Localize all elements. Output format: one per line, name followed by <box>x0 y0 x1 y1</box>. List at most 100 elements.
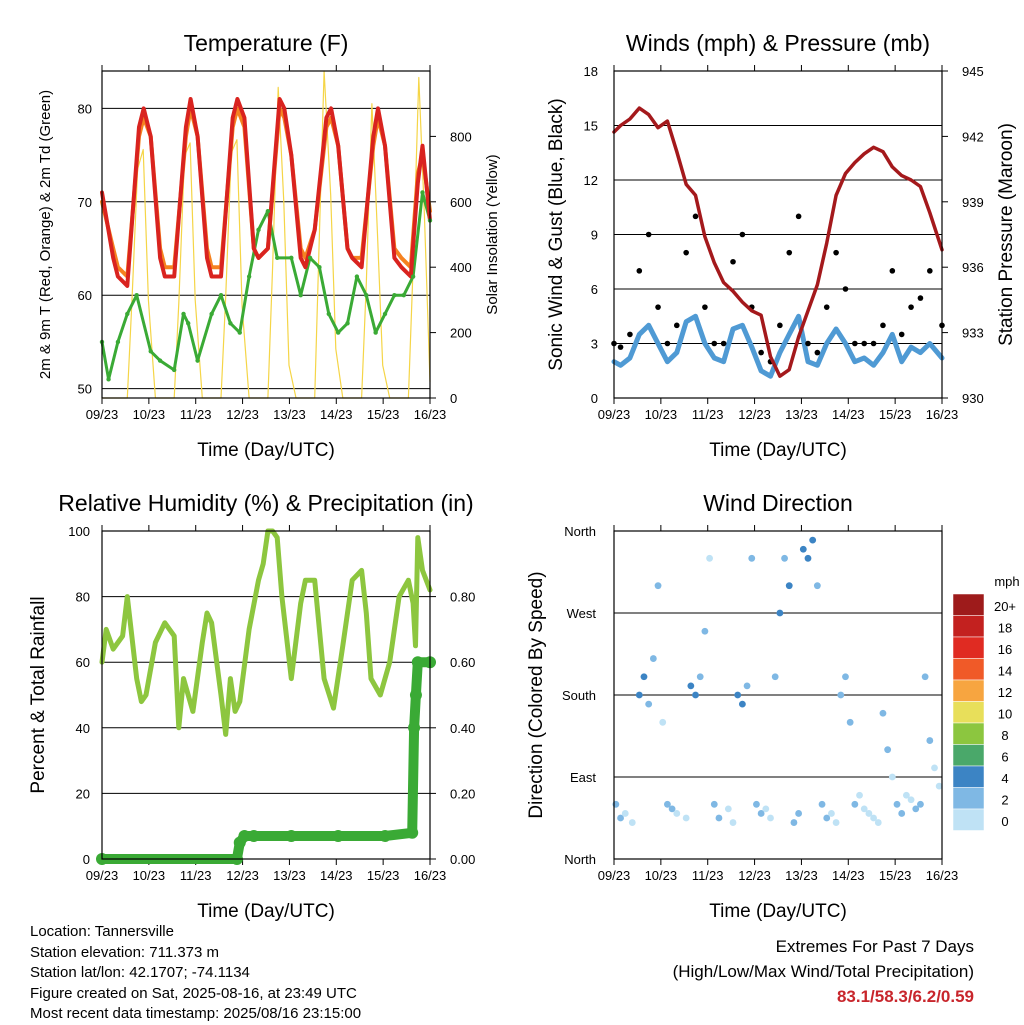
direction-point <box>865 810 873 817</box>
gust-point <box>842 286 849 292</box>
direction-point <box>893 800 901 808</box>
direction-point <box>776 609 784 617</box>
direction-point <box>710 800 718 808</box>
direction-point <box>757 810 765 817</box>
gust-point <box>664 340 671 347</box>
legend-swatch <box>952 744 985 767</box>
y2-tick-label: 0.60 <box>450 655 475 670</box>
rain-point <box>406 826 419 839</box>
direction-point <box>762 805 770 813</box>
y-tick-label: 40 <box>76 721 90 736</box>
dewpoint-point <box>345 321 350 326</box>
rain-point <box>409 689 422 701</box>
dewpoint-point <box>157 358 163 363</box>
direction-point <box>935 782 943 790</box>
panel-1: Winds (mph) & Pressure (mb) 09/23 10/23 11/… <box>546 30 1017 461</box>
x-tick-label: 09/23 <box>598 868 631 883</box>
direction-point <box>917 800 924 808</box>
x-tick-label: 15/23 <box>367 868 400 883</box>
x-tick-label: 14/23 <box>832 868 865 883</box>
direction-point <box>628 819 636 826</box>
rain-point <box>379 830 392 843</box>
gust-point <box>861 340 868 347</box>
y-tick-label: North <box>564 852 596 867</box>
dewpoint-point <box>289 255 294 261</box>
y2-tick-label: 600 <box>450 195 472 210</box>
y-tick-label: 80 <box>76 590 90 605</box>
series-line-2m-t <box>100 97 432 288</box>
x-tick-label: 11/23 <box>180 868 212 883</box>
dewpoint-point <box>218 293 224 298</box>
x-axis-label: Time (Day/UTC) <box>197 440 335 461</box>
rain-point <box>408 721 421 734</box>
direction-point <box>931 764 938 772</box>
station-info: Location: Tannersville Station elevation… <box>30 922 361 1025</box>
y2-tick-label: 0.20 <box>450 786 475 801</box>
x-tick-label: 12/23 <box>738 407 771 422</box>
extremes-values: 83.1/58.3/6.2/0.59 <box>836 987 974 1006</box>
direction-point <box>828 810 835 817</box>
x-tick-label: 14/23 <box>320 407 353 422</box>
x-tick-label: 16/23 <box>926 407 959 422</box>
direction-point <box>617 814 624 822</box>
direction-point <box>692 691 699 699</box>
legend-title: mph <box>994 574 1019 589</box>
direction-point <box>771 673 779 681</box>
created-text: Figure created on Sat, 2025-08-16, at 23… <box>30 984 357 1002</box>
legend-label: 12 <box>998 685 1012 700</box>
x-tick-label: 15/23 <box>879 868 912 883</box>
direction-point <box>884 746 892 754</box>
dewpoint-point <box>125 311 130 317</box>
y-tick-label: East <box>570 770 596 785</box>
y2-tick-label: 933 <box>962 326 984 341</box>
extremes-box: Extremes For Past 7 Days (High/Low/Max W… <box>673 934 974 1009</box>
x-tick-label: 09/23 <box>86 407 119 422</box>
gust-point <box>720 340 727 347</box>
direction-point <box>645 700 653 708</box>
dewpoint-point <box>354 274 360 279</box>
direction-point <box>842 673 849 681</box>
direction-point <box>799 545 807 553</box>
x-tick-label: 12/23 <box>226 868 259 883</box>
rain-point <box>332 830 345 843</box>
gust-point <box>711 340 718 347</box>
legend-swatch <box>952 679 985 702</box>
legend-label: 14 <box>998 664 1012 679</box>
direction-point <box>734 691 742 699</box>
y-tick-label: 0 <box>83 852 90 867</box>
dewpoint-point <box>364 293 369 298</box>
dewpoint-point <box>335 330 341 335</box>
gust-point <box>786 249 793 256</box>
direction-point <box>785 582 793 590</box>
direction-point <box>870 814 877 822</box>
recent-data-text: Most recent data timestamp: 2025/08/16 2… <box>30 1005 362 1022</box>
gust-point <box>758 349 764 356</box>
gust-point <box>852 340 858 347</box>
x-tick-label: 13/23 <box>273 868 306 883</box>
gust-point <box>739 231 746 238</box>
gust-point <box>777 322 783 329</box>
direction-point <box>804 554 812 562</box>
gust-point <box>805 340 811 347</box>
y-tick-label: 15 <box>584 119 598 134</box>
direction-point <box>696 673 704 681</box>
gust-point <box>889 268 896 274</box>
direction-point <box>748 554 756 562</box>
direction-point <box>837 691 845 699</box>
legend-swatch <box>952 765 985 788</box>
dewpoint-point <box>382 311 388 317</box>
panel-3: Wind Direction 09/23 10/23 11/23 12/23 13/23 1… <box>526 490 1020 922</box>
y-tick-label: 50 <box>78 382 92 397</box>
y2-axis-label: Solar Insolation (Yellow) <box>484 154 501 314</box>
direction-point <box>640 673 648 681</box>
dewpoint-point <box>246 274 252 279</box>
dewpoint-point <box>186 321 191 326</box>
y-tick-label: 9 <box>591 228 598 243</box>
x-tick-label: 15/23 <box>367 407 400 422</box>
plot-frame <box>101 70 431 399</box>
direction-point <box>851 800 859 808</box>
x-tick-label: 10/23 <box>645 407 678 422</box>
dewpoint-point <box>181 311 186 317</box>
y-axis-label: Percent & Total Rainfall <box>28 596 49 793</box>
